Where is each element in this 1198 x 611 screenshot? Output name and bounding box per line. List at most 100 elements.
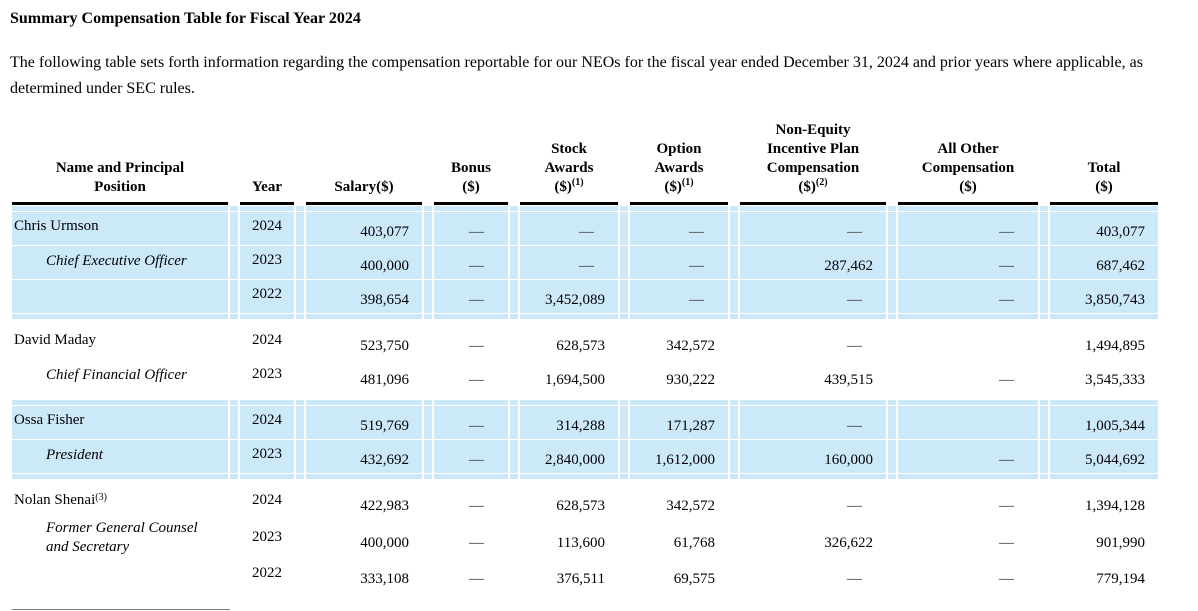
amount-value: 403,077 [1096, 224, 1145, 240]
cell-year: 2024 [240, 486, 294, 519]
dash-value: — [689, 292, 704, 308]
cell-year: 2023 [240, 440, 294, 473]
group-spacer-row [12, 400, 1158, 405]
dash-value: — [847, 571, 862, 587]
column-header-bonus: Bonus ($) [434, 109, 508, 205]
amount-value: 432,692 [360, 452, 409, 468]
column-header-label: Non-Equity Incentive Plan Compensation (… [766, 122, 860, 195]
year-value: 2024 [252, 412, 282, 428]
cell-nonequity: 287,462 [740, 246, 886, 279]
comp-row: Chris Urmson 2024 403,077 — — — — — 403,077 [12, 212, 1158, 245]
dash-value: — [999, 498, 1014, 514]
dash-value: — [579, 224, 594, 240]
dash-value: — [469, 338, 484, 354]
amount-value: 2,840,000 [545, 452, 605, 468]
cell-name: Chief Financial Officer [12, 360, 228, 393]
cell-allother: — [898, 246, 1038, 279]
cell-allother: — [898, 559, 1038, 592]
cell-name [12, 280, 228, 313]
cell-nonequity: — [740, 280, 886, 313]
cell-name: Ossa Fisher [12, 406, 228, 439]
executive-position: Former General Counsel and Secretary [46, 520, 198, 555]
cell-allother: — [898, 212, 1038, 245]
cell-total: 5,044,692 [1050, 440, 1158, 473]
amount-value: 326,622 [824, 534, 873, 551]
cell-name: President [12, 440, 228, 473]
amount-value: 519,769 [360, 418, 409, 434]
cell-nonequity: — [740, 212, 886, 245]
dash-value: — [999, 452, 1014, 468]
comp-row: Chief Executive Officer 2023 400,000 — — — 287… [12, 246, 1158, 279]
column-header-label: All Other Compensation ($) [921, 141, 1015, 195]
group-spacer-row [12, 480, 1158, 485]
column-header-label: Option Awards ($) [654, 141, 704, 195]
amount-value: 333,108 [360, 571, 409, 587]
footnote-ref: (1) [571, 177, 584, 188]
group-spacer-row [12, 320, 1158, 325]
cell-total: 3,545,333 [1050, 360, 1158, 393]
cell-option: 171,287 [630, 406, 728, 439]
cell-option: 342,572 [630, 326, 728, 359]
cell-allother: — [898, 440, 1038, 473]
cell-name: David Maday [12, 326, 228, 359]
cell-total: 3,850,743 [1050, 280, 1158, 313]
cell-year: 2022 [240, 280, 294, 313]
amount-value: 287,462 [824, 258, 873, 274]
column-header-label: Bonus ($) [450, 160, 492, 195]
cell-name: Chief Executive Officer [12, 246, 228, 279]
amount-value: 342,572 [666, 338, 715, 354]
dash-value: — [999, 372, 1014, 388]
column-header-label: Name and Principal Position [55, 160, 185, 195]
cell-bonus: — [434, 246, 508, 279]
amount-value: 422,983 [360, 498, 409, 514]
dash-value: — [469, 452, 484, 468]
cell-allother [898, 326, 1038, 359]
cell-stock: 376,511 [520, 559, 618, 592]
dash-value: — [469, 372, 484, 388]
cell-total: 687,462 [1050, 246, 1158, 279]
header-gap [888, 109, 896, 205]
footnote-ref: (3) [95, 492, 107, 503]
executive-name: Ossa Fisher [14, 412, 85, 428]
cell-nonequity: 326,622 [740, 520, 886, 558]
amount-value: 1,005,344 [1085, 418, 1145, 434]
cell-name: Chris Urmson [12, 212, 228, 245]
footnote-separator [12, 609, 230, 610]
cell-stock: — [520, 246, 618, 279]
amount-value: 779,194 [1096, 571, 1145, 587]
cell-year: 2024 [240, 212, 294, 245]
column-header-name: Name and Principal Position [12, 109, 228, 205]
header-gap [510, 109, 518, 205]
dash-value: — [999, 258, 1014, 274]
cell-bonus: — [434, 360, 508, 393]
amount-value: 523,750 [360, 338, 409, 354]
cell-bonus: — [434, 212, 508, 245]
amount-value: 398,654 [360, 292, 409, 308]
group-spacer-row [12, 206, 1158, 211]
dash-value: — [689, 258, 704, 274]
dash-value: — [689, 224, 704, 240]
cell-year: 2024 [240, 406, 294, 439]
executive-name: David Maday [14, 332, 97, 348]
amount-value: 160,000 [824, 452, 873, 468]
amount-value: 171,287 [666, 418, 715, 434]
page-title: Summary Compensation Table for Fiscal Ye… [10, 10, 361, 27]
cell-salary: 400,000 [306, 520, 422, 558]
comp-row: President 2023 432,692 — 2,840,000 1,612,000 1… [12, 440, 1158, 473]
dash-value: — [999, 292, 1014, 308]
cell-total: 1,005,344 [1050, 406, 1158, 439]
executive-position: Chief Financial Officer [46, 367, 187, 383]
cell-allother: — [898, 280, 1038, 313]
column-header-total: Total ($) [1050, 109, 1158, 205]
cell-salary: 398,654 [306, 280, 422, 313]
cell-salary: 403,077 [306, 212, 422, 245]
cell-bonus: — [434, 440, 508, 473]
dash-value: — [847, 224, 862, 240]
executive-name: Nolan Shenai [14, 492, 96, 508]
cell-year: 2023 [240, 520, 294, 558]
dash-value: — [999, 224, 1014, 240]
cell-stock: 1,694,500 [520, 360, 618, 393]
cell-stock: 628,573 [520, 326, 618, 359]
column-header-label: Stock Awards ($) [544, 141, 594, 195]
cell-total: 1,494,895 [1050, 326, 1158, 359]
